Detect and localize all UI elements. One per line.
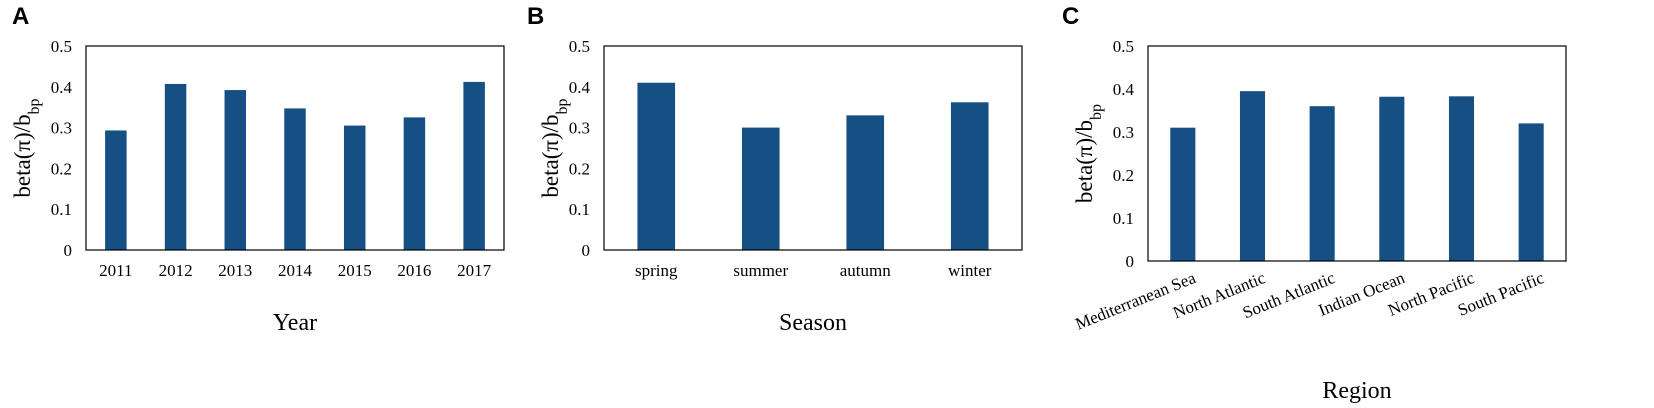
- y-axis-title: beta(π)/bbp: [10, 98, 43, 197]
- bar-north-pacific: [1448, 96, 1475, 261]
- bar-2011: [105, 130, 127, 250]
- y-tick-label: 0.5: [1113, 37, 1134, 56]
- y-axis-title: beta(π)/bbp: [1072, 104, 1105, 203]
- x-tick-label: spring: [635, 261, 678, 280]
- y-tick-label: 0.3: [1113, 123, 1134, 142]
- bar-mediterranean-sea: [1170, 127, 1196, 261]
- bar-2017: [463, 81, 485, 251]
- x-tick-label: 2011: [99, 261, 132, 280]
- bar-2012: [164, 83, 187, 250]
- y-tick-label: 0.1: [569, 200, 590, 219]
- y-axis-title: beta(π)/bbp: [538, 98, 571, 197]
- y-tick-label: 0.4: [569, 78, 591, 97]
- x-tick-label: 2014: [278, 261, 313, 280]
- bar-autumn: [846, 115, 885, 250]
- bar-2013: [224, 90, 247, 251]
- y-tick-label: 0: [582, 241, 591, 260]
- plot-frame: [85, 45, 505, 251]
- y-tick-label: 0.4: [1113, 80, 1135, 99]
- bar-summer: [741, 127, 780, 250]
- y-tick-label: 0.3: [51, 119, 72, 138]
- panel-a: A 0 0.1 0.2 0.3 0.4 0.5 2011 2012 2013 2014 2015 201…: [10, 3, 505, 336]
- bar-2015: [343, 125, 366, 250]
- y-tick-label: 0.5: [569, 37, 590, 56]
- panel-letter: B: [527, 3, 544, 30]
- plot-frame: [603, 45, 1023, 251]
- bar-2014: [284, 108, 306, 250]
- x-tick-label: 2012: [159, 261, 193, 280]
- x-tick-label: summer: [733, 261, 788, 280]
- x-tick-label: autumn: [840, 261, 891, 280]
- bar-south-atlantic: [1309, 106, 1335, 261]
- x-axis-title: Year: [273, 310, 317, 336]
- bar-winter: [950, 102, 989, 250]
- y-tick-label: 0.5: [51, 37, 72, 56]
- panel-letter: A: [12, 3, 29, 30]
- x-tick-label: 2017: [457, 261, 492, 280]
- x-tick-label: 2015: [338, 261, 372, 280]
- bar-2016: [403, 117, 426, 251]
- x-tick-label: 2013: [218, 261, 252, 280]
- y-tick-label: 0: [1126, 252, 1135, 271]
- y-tick-label: 0.1: [51, 200, 72, 219]
- y-tick-label: 0.1: [1113, 209, 1134, 228]
- bar-spring: [637, 82, 676, 250]
- y-tick-label: 0.2: [51, 159, 72, 178]
- x-tick-label: 2016: [397, 261, 431, 280]
- y-tick-label: 0.2: [1113, 166, 1134, 185]
- bar-south-pacific: [1518, 123, 1544, 262]
- panel-b: B 0 0.1 0.2 0.3 0.4 0.5 spring summer autumn winte…: [527, 3, 1023, 336]
- y-tick-label: 0: [64, 241, 73, 260]
- y-tick-label: 0.2: [569, 159, 590, 178]
- x-tick-label: winter: [948, 261, 992, 280]
- x-axis-title: Region: [1322, 378, 1391, 404]
- x-axis-title: Season: [779, 310, 847, 336]
- plot-frame: [1147, 45, 1567, 262]
- bar-north-atlantic: [1239, 91, 1266, 262]
- y-tick-label: 0.3: [569, 119, 590, 138]
- bar-indian-ocean: [1379, 96, 1405, 262]
- y-tick-label: 0.4: [51, 78, 73, 97]
- panel-letter: C: [1062, 3, 1079, 30]
